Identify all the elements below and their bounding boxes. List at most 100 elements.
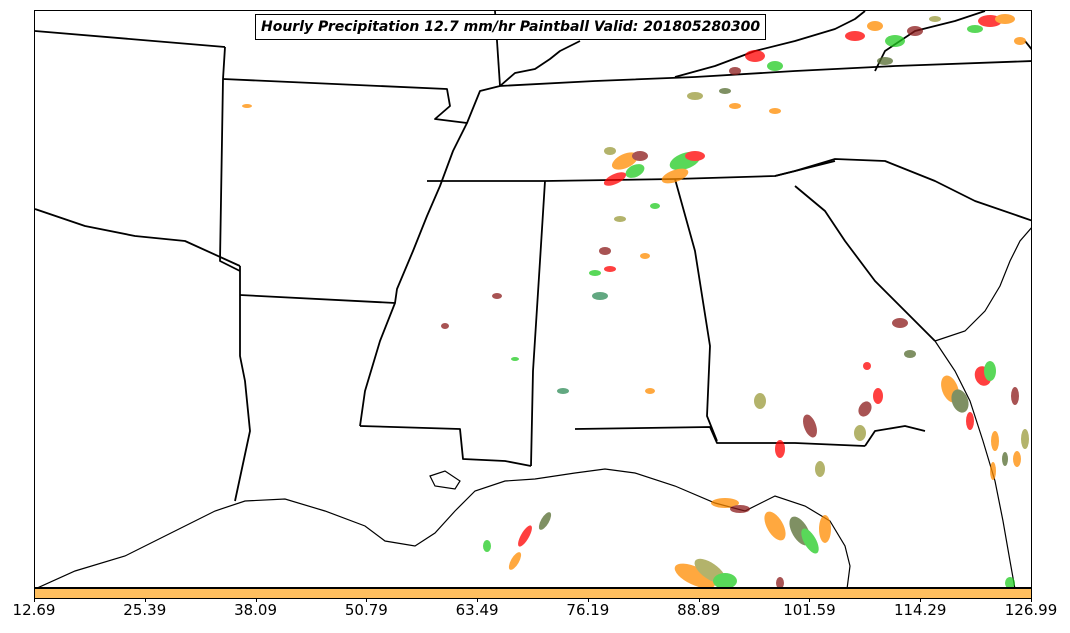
precip-blob (645, 388, 655, 394)
map-panel (34, 10, 1032, 588)
precip-blob (1021, 429, 1029, 449)
border-line-ks-mo-north (35, 30, 226, 48)
precip-blob (603, 172, 627, 186)
precip-blob (713, 573, 737, 587)
colorbar-tick-label: 50.79 (344, 601, 388, 619)
precip-blob (801, 528, 819, 554)
border-line-ohio-river (499, 40, 581, 87)
map-canvas (35, 11, 1031, 587)
precip-blob (1005, 577, 1015, 587)
precip-blob (1014, 37, 1026, 45)
precip-blob (984, 361, 996, 381)
precip-blob (604, 266, 616, 272)
colorbar-tick-mark (920, 599, 922, 602)
precip-blob (990, 462, 996, 480)
precip-blob (815, 461, 825, 477)
border-line-ar-south (239, 294, 396, 304)
precip-blob (687, 92, 703, 100)
precip-blob (863, 362, 871, 370)
precip-blob (966, 412, 974, 430)
colorbar-tick-label: 114.29 (893, 601, 947, 619)
precip-blob (951, 389, 969, 413)
colorbar (34, 588, 1032, 599)
precip-blob (604, 147, 616, 155)
border-line-ar-north (222, 78, 501, 124)
precip-blob (557, 388, 569, 394)
precip-blob (991, 431, 999, 451)
precip-blob (685, 151, 705, 161)
precip-blob (754, 393, 766, 409)
precip-blob (589, 270, 601, 276)
precip-blob (492, 293, 502, 299)
precip-blob (769, 108, 781, 114)
precip-blob (967, 25, 983, 33)
border-line-ms-al (530, 180, 546, 467)
border-line-ga-sc (794, 185, 936, 342)
precip-blob (730, 505, 750, 513)
coastline-texas (37, 468, 851, 587)
precip-blob (729, 103, 741, 109)
precip-blob (599, 247, 611, 255)
precip-blob (711, 498, 739, 508)
precip-blob (854, 425, 866, 441)
precip-blob (745, 50, 765, 62)
colorbar-tick-mark (477, 599, 479, 602)
precip-blob (776, 577, 784, 587)
colorbar-tick-label: 126.99 (1004, 601, 1058, 619)
colorbar-tick-label: 101.59 (783, 601, 836, 619)
coastline-sc-nc (934, 227, 1031, 342)
precip-blob (858, 401, 872, 417)
border-line-ga-nc (774, 158, 1031, 222)
colorbar-tick-label: 38.09 (234, 601, 278, 619)
border-line-al-ga (674, 178, 718, 442)
precip-blob (661, 168, 689, 184)
precip-blob (483, 540, 491, 552)
precipitation-paintballs (242, 14, 1029, 587)
border-line-wv (1024, 40, 1031, 50)
precip-blob (873, 388, 883, 404)
colorbar-tick-label: 12.69 (12, 601, 56, 619)
precip-blob (508, 552, 522, 570)
precip-blob (441, 323, 449, 329)
colorbar-tick-mark (587, 599, 589, 602)
precip-blob (674, 563, 716, 587)
precip-blob (242, 104, 252, 108)
colorbar-tick-mark (698, 599, 700, 602)
precip-blob (1013, 451, 1021, 467)
border-line-ms-south (359, 425, 532, 467)
precip-blob (632, 151, 648, 161)
border-line-ky-va (674, 11, 866, 78)
precip-blob (1002, 452, 1008, 466)
precip-blob (518, 525, 532, 547)
precip-blob (867, 21, 883, 31)
precip-blob (614, 216, 626, 222)
coastline-florida-atlantic (934, 340, 1016, 587)
coastline (37, 227, 1031, 587)
colorbar-tick-mark (34, 599, 35, 602)
border-line-ar-west (219, 78, 241, 272)
precip-blob (538, 512, 552, 530)
precip-blob (611, 152, 639, 170)
precip-blob (592, 292, 608, 300)
precip-blob (885, 35, 905, 47)
precip-blob (995, 14, 1015, 24)
colorbar-tick-label: 63.49 (455, 601, 499, 619)
colorbar-tick-mark (144, 599, 146, 602)
precip-blob (877, 57, 893, 65)
precip-blob (764, 511, 786, 541)
precip-blob (650, 203, 660, 209)
state-borders (35, 11, 1031, 502)
border-line-tn-north (499, 60, 1031, 87)
colorbar-tick-mark (1031, 599, 1032, 602)
border-line-ok-tx (35, 208, 241, 267)
precip-blob (719, 88, 731, 94)
precip-blob (767, 61, 783, 71)
colorbar-tick-label: 76.19 (566, 601, 610, 619)
precip-blob (845, 31, 865, 41)
colorbar-tick-label: 88.89 (677, 601, 721, 619)
precip-blob (803, 414, 817, 438)
colorbar-tick-mark (255, 599, 257, 602)
border-line-tx-la (234, 266, 251, 502)
precip-blob (892, 318, 908, 328)
precip-blob (625, 164, 645, 178)
